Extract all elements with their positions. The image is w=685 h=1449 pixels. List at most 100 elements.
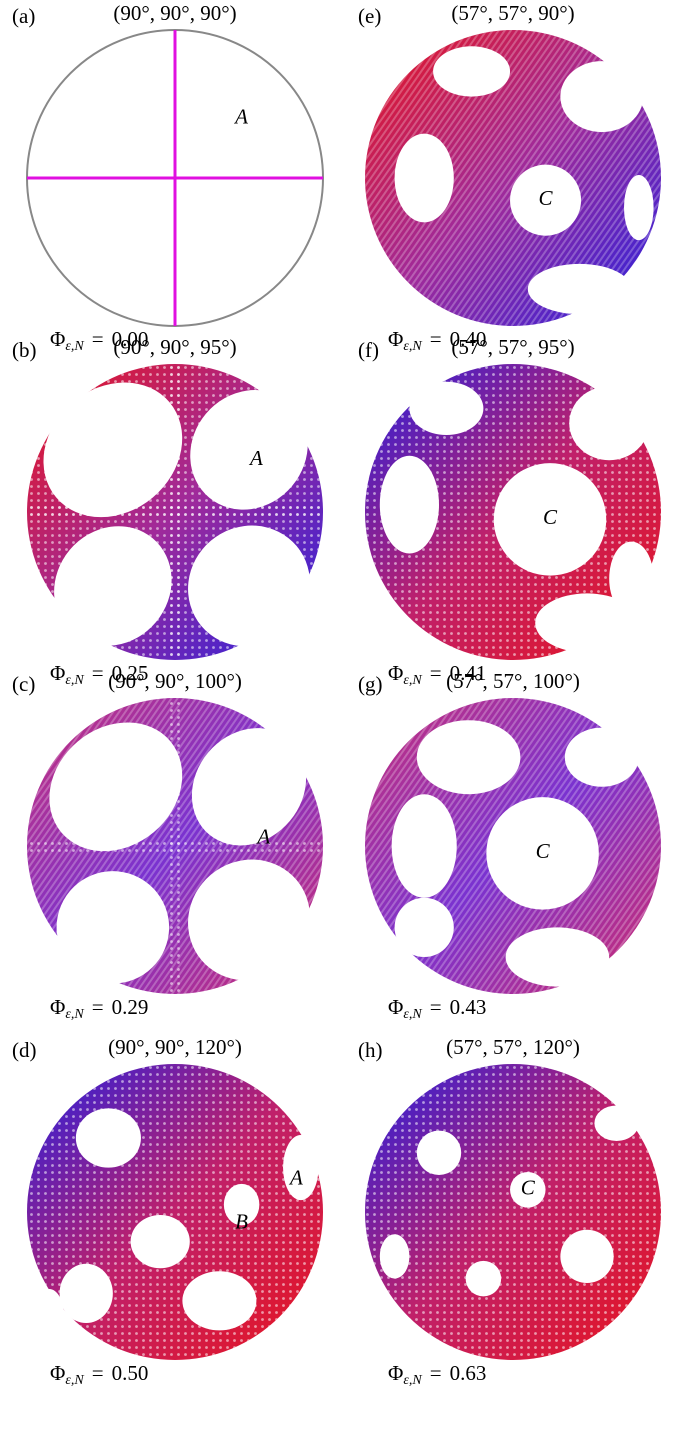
- hole: [594, 1105, 639, 1141]
- panel: (g) (57°, 57°, 100°) C Φε,N = 0.43: [358, 669, 661, 1022]
- phi-equals: =: [92, 1361, 104, 1385]
- hole: [75, 1108, 141, 1168]
- phi-value: 0.43: [450, 995, 487, 1019]
- phi-equals: =: [430, 327, 442, 351]
- phi-symbol: Φ: [50, 995, 65, 1019]
- panel-title: (90°, 90°, 120°): [108, 1035, 242, 1059]
- hole: [191, 728, 307, 846]
- panel: (d) (90°, 90°, 120°) A B Φε,N = 0.50: [12, 1035, 323, 1388]
- panel: (h) (57°, 57°, 120°) C Φε,N = 0.63: [358, 1035, 661, 1388]
- hole: [54, 526, 172, 646]
- panel-label: (h): [358, 1038, 383, 1062]
- panel: (f) (57°, 57°, 95°) C Φε,N = 0.41: [358, 335, 661, 688]
- hole: [379, 455, 439, 554]
- phi-equals: =: [430, 661, 442, 685]
- phi-subscript: ε,N: [65, 673, 84, 688]
- phi-subscript: ε,N: [65, 1373, 84, 1388]
- hole: [283, 1135, 319, 1201]
- phi-subscript: ε,N: [65, 1007, 84, 1022]
- phi-symbol: Φ: [50, 661, 65, 685]
- panel: (c) (90°, 90°, 100°) A Φε,N = 0.29: [12, 669, 323, 1022]
- hole: [188, 525, 310, 647]
- hole: [486, 797, 599, 910]
- phi-equals: =: [430, 1361, 442, 1385]
- hole: [59, 1263, 113, 1323]
- panel-title: (57°, 57°, 90°): [451, 1, 574, 25]
- panel: (a) (90°, 90°, 90°) A Φε,N = 0.00: [12, 1, 324, 354]
- hole: [465, 1260, 502, 1297]
- panel-title: (57°, 57°, 95°): [451, 335, 574, 359]
- hole: [560, 61, 644, 133]
- hole: [391, 794, 457, 898]
- panel-title: (57°, 57°, 120°): [446, 1035, 580, 1059]
- phi-value: 0.00: [112, 327, 149, 351]
- phi-symbol: Φ: [388, 661, 403, 685]
- phi-label: Φε,N = 0.40: [388, 327, 486, 354]
- panel-title: (90°, 90°, 90°): [113, 1, 236, 25]
- phi-subscript: ε,N: [65, 339, 84, 354]
- hole: [535, 593, 639, 653]
- phi-value: 0.50: [112, 1361, 149, 1385]
- phi-equals: =: [92, 995, 104, 1019]
- hole: [394, 133, 454, 223]
- hole: [182, 1271, 257, 1331]
- hole: [409, 381, 484, 436]
- region-label: C: [543, 505, 558, 529]
- hole: [394, 897, 454, 958]
- phi-equals: =: [430, 995, 442, 1019]
- hole: [34, 1288, 64, 1343]
- phi-symbol: Φ: [388, 995, 403, 1019]
- hole: [493, 463, 607, 576]
- hole: [223, 1183, 260, 1226]
- phi-value: 0.40: [450, 327, 487, 351]
- phi-symbol: Φ: [50, 1361, 65, 1385]
- phi-value: 0.25: [112, 661, 149, 685]
- region-label: B: [235, 1210, 248, 1234]
- panel-label: (e): [358, 4, 381, 28]
- region-label: C: [536, 839, 551, 863]
- panel-label: (g): [358, 672, 383, 696]
- hole: [433, 46, 511, 97]
- phi-subscript: ε,N: [403, 1007, 422, 1022]
- hole: [609, 541, 654, 616]
- hole: [416, 1130, 462, 1176]
- hole: [416, 720, 521, 795]
- phi-label: Φε,N = 0.43: [388, 995, 486, 1022]
- phi-equals: =: [92, 327, 104, 351]
- hole: [49, 722, 183, 852]
- phi-value: 0.41: [450, 661, 487, 685]
- phi-label: Φε,N = 0.25: [50, 661, 148, 688]
- hole: [56, 871, 170, 984]
- panel: (b) (90°, 90°, 95°) A Φε,N = 0.25: [12, 335, 323, 688]
- phi-symbol: Φ: [388, 327, 403, 351]
- hole: [130, 1214, 190, 1269]
- phi-value: 0.29: [112, 995, 149, 1019]
- hole: [564, 727, 639, 787]
- hole: [510, 1172, 546, 1208]
- panel: (e) (57°, 57°, 90°) C Φε,N = 0.40: [358, 1, 661, 354]
- phi-label: Φε,N = 0.00: [50, 327, 148, 354]
- hole: [527, 263, 632, 315]
- region-label: A: [233, 105, 248, 129]
- panel-title: (57°, 57°, 100°): [446, 669, 580, 693]
- region-label: A: [248, 446, 263, 470]
- panel-label: (c): [12, 672, 35, 696]
- phi-label: Φε,N = 0.50: [50, 1361, 148, 1388]
- hole: [190, 390, 308, 510]
- hole: [188, 859, 310, 981]
- panel-title: (90°, 90°, 95°): [113, 335, 236, 359]
- hole: [379, 1234, 410, 1279]
- phi-value: 0.63: [450, 1361, 487, 1385]
- phi-label: Φε,N = 0.63: [388, 1361, 486, 1388]
- phi-subscript: ε,N: [403, 339, 422, 354]
- region-label: A: [255, 824, 270, 848]
- hole: [505, 927, 610, 987]
- region-label: C: [539, 186, 554, 210]
- phi-symbol: Φ: [50, 327, 65, 351]
- panel-title: (90°, 90°, 100°): [108, 669, 242, 693]
- hole: [569, 386, 650, 461]
- panel-label: (f): [358, 338, 379, 362]
- hole: [510, 164, 582, 236]
- phi-subscript: ε,N: [403, 673, 422, 688]
- hole: [624, 175, 654, 241]
